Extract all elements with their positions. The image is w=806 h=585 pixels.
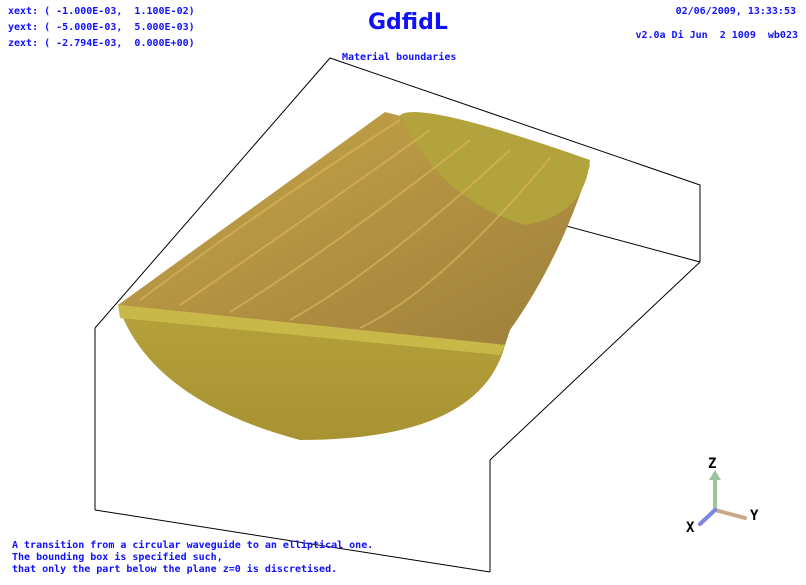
caption-line: that only the part below the plane z=0 i… — [12, 564, 338, 575]
axis-triad — [698, 470, 747, 526]
extent: zext: ( -2.794E-03, 0.000E+00) — [8, 38, 195, 49]
axis-label: X — [686, 520, 695, 536]
geometry — [118, 112, 590, 440]
caption-line: A transition from a circular waveguide t… — [12, 540, 374, 551]
extent: yext: ( -5.000E-03, 5.000E-03) — [8, 22, 195, 33]
extent: xext: ( -1.000E-03, 1.100E-02) — [8, 6, 195, 17]
axis-label: Y — [750, 508, 759, 524]
axis-label: Z — [708, 456, 717, 472]
subtitle: Material boundaries — [342, 52, 457, 63]
version: v2.0a Di Jun 2 1009 wb023 — [635, 30, 798, 41]
title: GdfidL — [368, 10, 448, 35]
caption-line: The bounding box is specified such, — [12, 552, 223, 563]
timestamp: 02/06/2009, 13:33:53 — [675, 6, 796, 17]
